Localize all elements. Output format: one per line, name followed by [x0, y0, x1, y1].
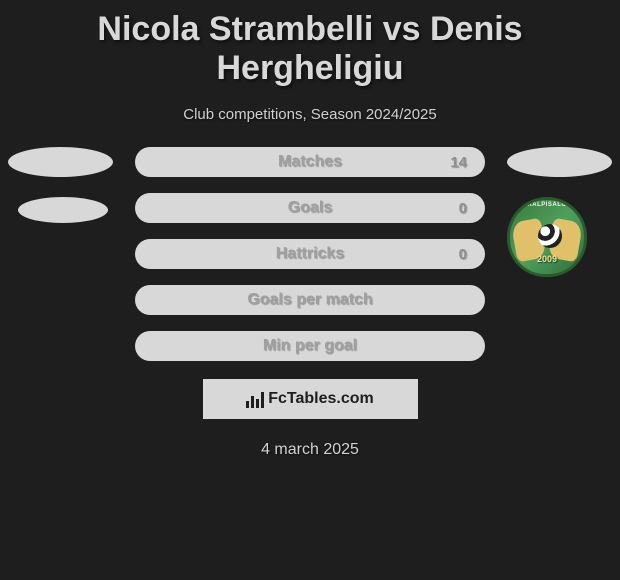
stat-label: Matches — [135, 153, 485, 171]
stat-value-right: 0 — [459, 246, 467, 263]
footer-attribution: FcTables.com — [203, 379, 418, 419]
stat-label: Hattricks — [135, 245, 485, 263]
stat-row-goals-per-match: Goals per match — [135, 285, 485, 315]
chart-icon — [246, 390, 264, 408]
oval-icon — [18, 197, 108, 223]
page-title: Nicola Strambelli vs Denis Hergheligiu — [0, 10, 620, 88]
player-right-placeholder: RALPISALO 2009 — [507, 147, 612, 277]
soccer-ball-icon — [538, 224, 562, 248]
stats-area: RALPISALO 2009 Matches 14 Goals 0 Hattri… — [0, 147, 620, 361]
stat-rows: Matches 14 Goals 0 Hattricks 0 Goals per… — [135, 147, 485, 361]
date-label: 4 march 2025 — [261, 441, 359, 459]
stat-row-hattricks: Hattricks 0 — [135, 239, 485, 269]
stat-value-right: 14 — [450, 154, 467, 171]
stat-row-goals: Goals 0 — [135, 193, 485, 223]
shield-top-text: RALPISALO — [510, 202, 584, 208]
oval-icon — [507, 147, 612, 177]
stat-label: Goals per match — [135, 291, 485, 309]
main-container: Nicola Strambelli vs Denis Hergheligiu C… — [0, 0, 620, 469]
footer-site-name: FcTables.com — [268, 390, 374, 408]
stat-label: Goals — [135, 199, 485, 217]
player-left-placeholder — [8, 147, 113, 243]
shield-year: 2009 — [510, 254, 584, 264]
subtitle: Club competitions, Season 2024/2025 — [183, 106, 437, 123]
oval-icon — [8, 147, 113, 177]
stat-row-min-per-goal: Min per goal — [135, 331, 485, 361]
stat-value-right: 0 — [459, 200, 467, 217]
stat-label: Min per goal — [135, 337, 485, 355]
stat-row-matches: Matches 14 — [135, 147, 485, 177]
club-shield: RALPISALO 2009 — [507, 197, 587, 277]
